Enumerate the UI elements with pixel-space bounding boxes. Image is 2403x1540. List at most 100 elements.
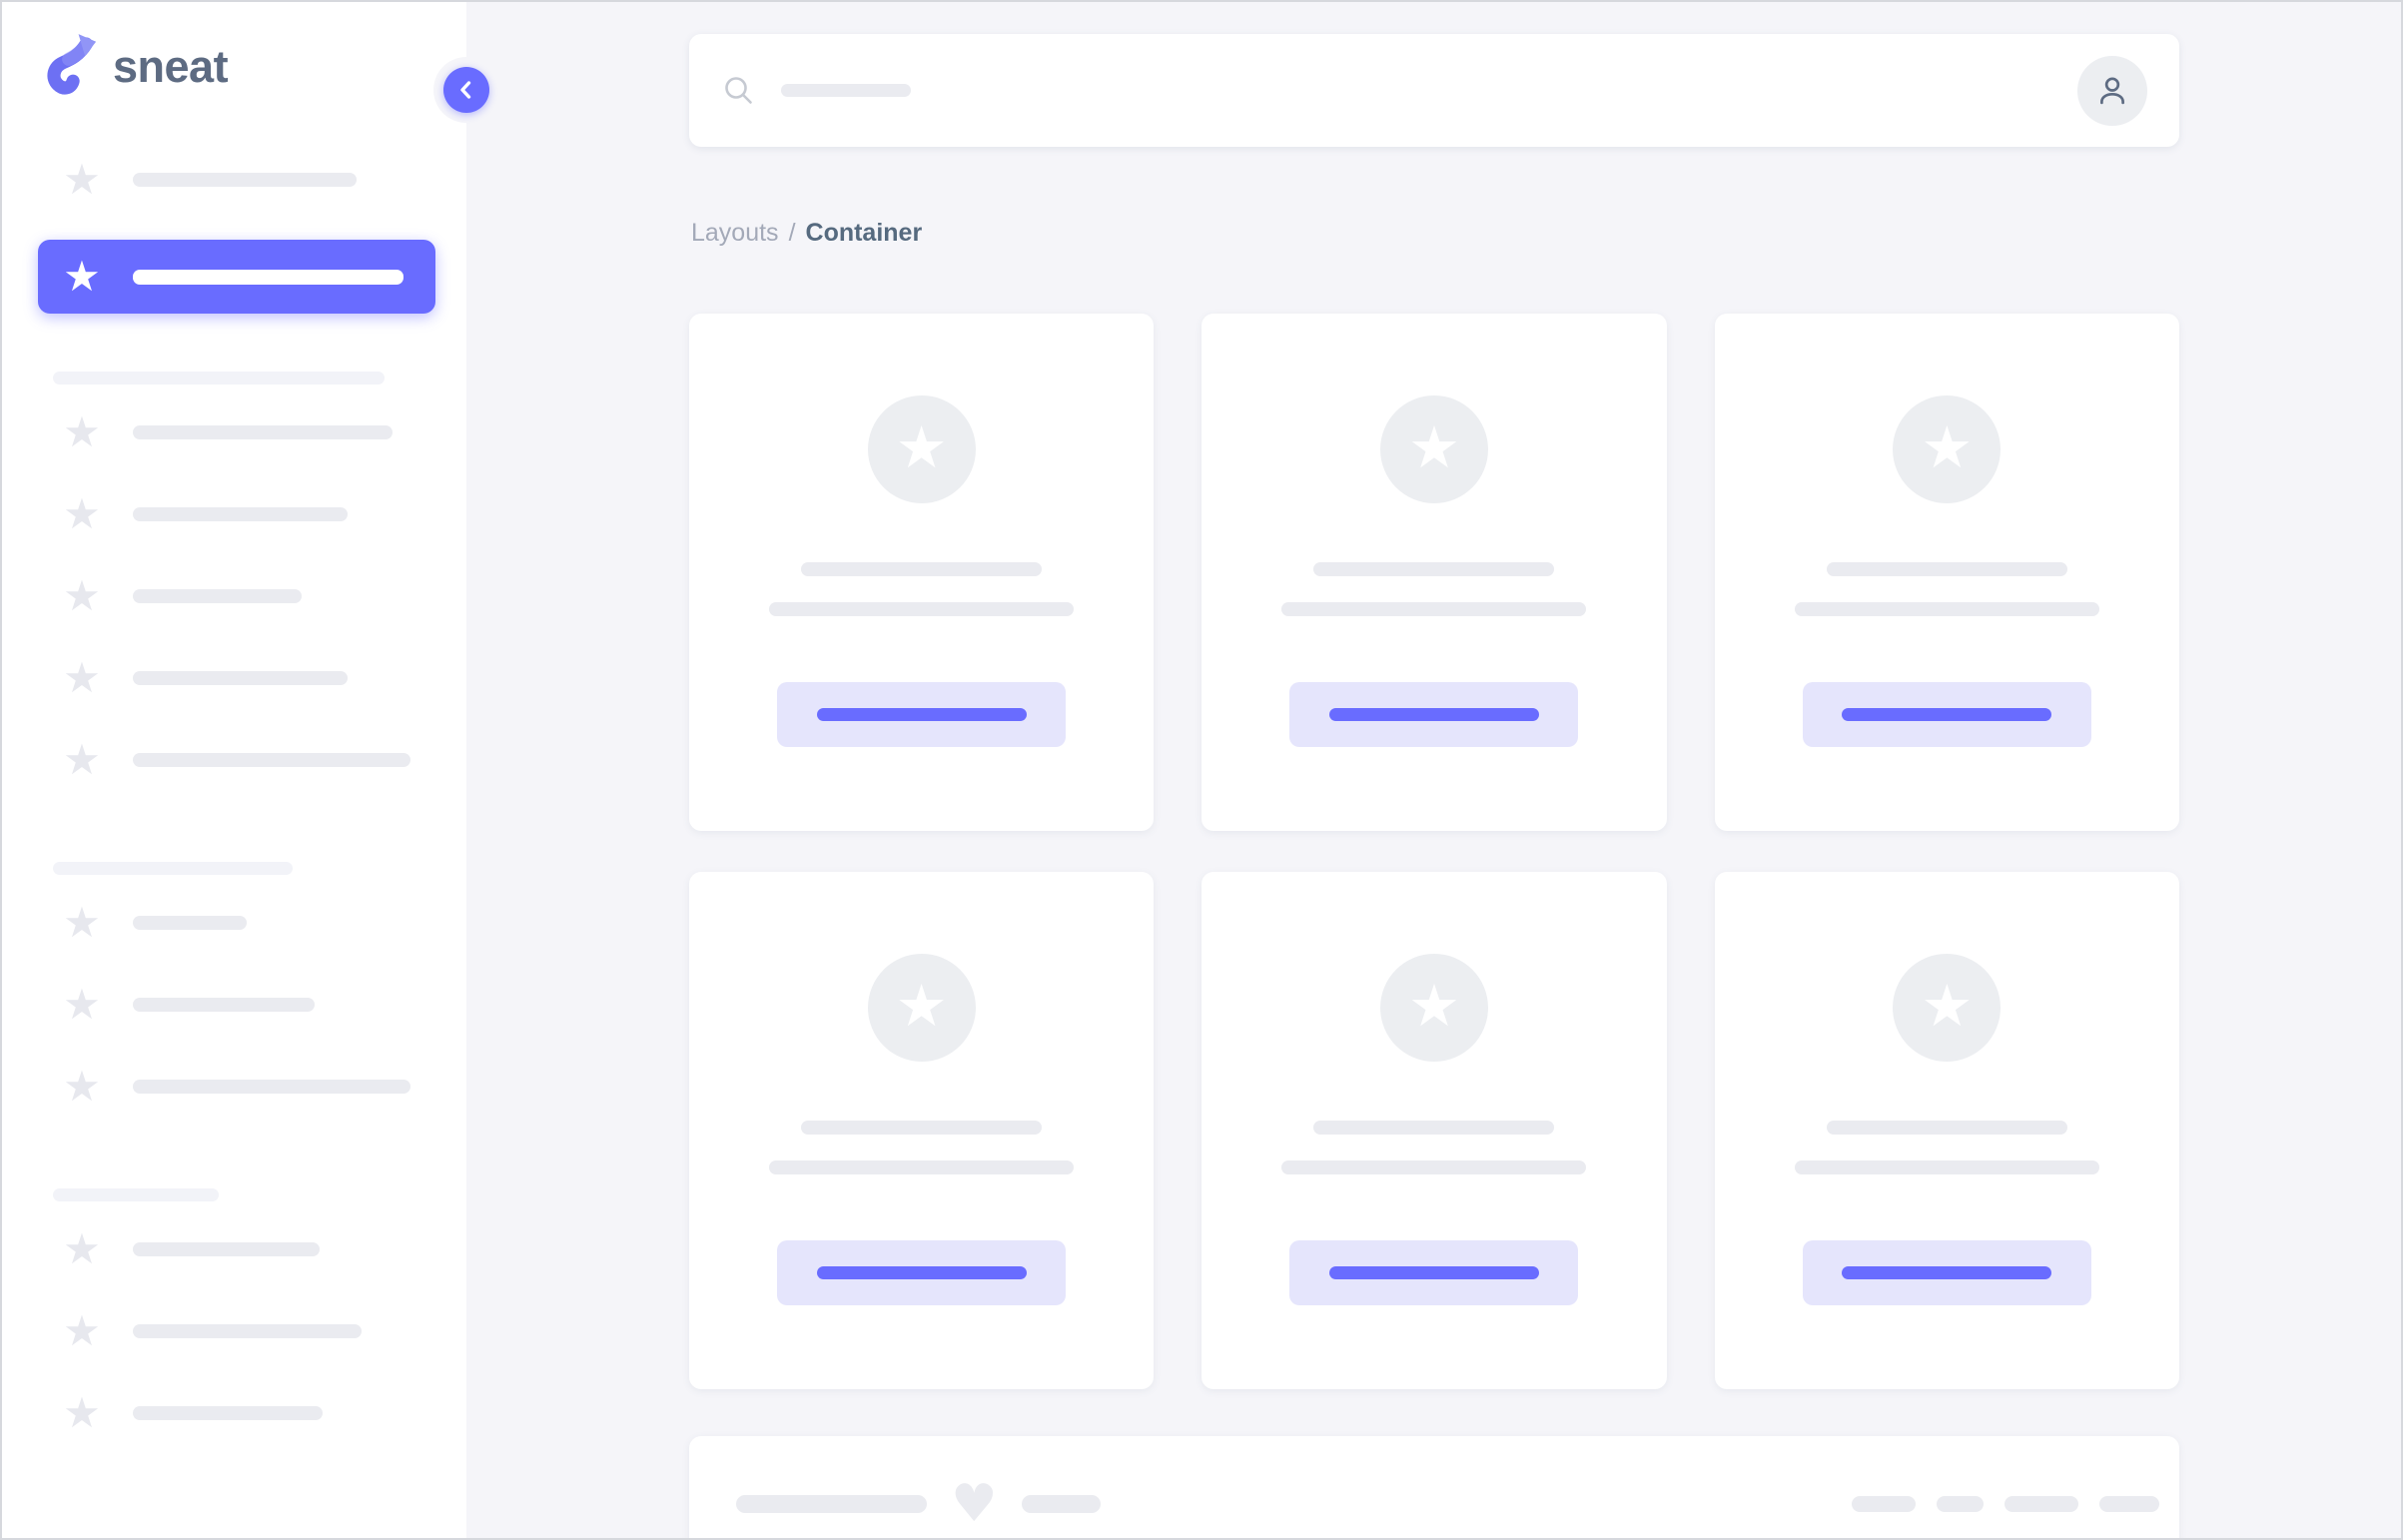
card-avatar-circle: ★ [1379,395,1488,503]
skeleton-bar [133,589,302,603]
skeleton-line [801,562,1043,576]
sidebar-item[interactable]: ★ [2,574,466,618]
search-icon [725,76,752,104]
sidebar-item-active[interactable]: ★ [38,240,435,314]
sidebar-item[interactable]: ★ [2,1391,466,1435]
sneat-logo-icon [47,34,97,95]
pagination-pill [1852,1496,1916,1512]
button-label-bar [1842,708,2052,721]
user-icon [2100,76,2124,104]
star-icon: ★ [63,155,101,204]
card-avatar-circle: ★ [867,395,976,503]
skeleton-line [1313,562,1555,576]
star-icon: ★ [63,407,101,456]
skeleton-bar [133,1406,323,1420]
skeleton-line [1826,562,2067,576]
chevron-left-icon [460,81,471,99]
search-placeholder-bar [781,84,911,97]
card-button[interactable] [1802,1240,2091,1305]
sidebar-item[interactable]: ★ [2,492,466,536]
skeleton-bar [133,1324,362,1338]
skeleton-bar [133,916,247,930]
card-avatar-circle: ★ [1893,395,2002,503]
sidebar-item[interactable]: ★ [2,983,466,1027]
card-button[interactable] [777,682,1067,747]
skeleton-bar [133,173,357,187]
brand-name: sneat [113,41,229,92]
skeleton-bar [133,269,403,285]
card-avatar-circle: ★ [1893,954,2002,1062]
sidebar-item[interactable]: ★ [2,410,466,454]
skeleton-line [769,1160,1075,1174]
sidebar-section-divider [53,862,293,875]
card-button[interactable] [1289,1240,1579,1305]
pagination-pill [2099,1496,2159,1512]
breadcrumb-current: Container [805,219,923,247]
star-icon: ★ [63,1062,101,1111]
card: ★ [1202,872,1667,1389]
skeleton-bar [133,507,348,521]
skeleton-line [801,1121,1043,1135]
card-button[interactable] [1802,682,2091,747]
star-icon: ★ [63,489,101,538]
search-input[interactable] [721,34,2077,147]
brand: sneat [2,2,499,132]
skeleton-bar [133,1080,410,1094]
star-icon: ★ [895,413,948,481]
button-label-bar [1842,1266,2052,1279]
skeleton-bar [133,671,348,685]
breadcrumb-section[interactable]: Layouts [691,219,779,247]
skeleton-line [1313,1121,1555,1135]
sidebar-item[interactable]: ★ [2,656,466,700]
sidebar: sneat ★ ★ ★ ★ ★ ★ ★ ★ ★ ★ ★ ★ ★ [2,2,499,1538]
star-icon: ★ [63,1306,101,1355]
heart-icon: ♥ [951,1474,998,1534]
skeleton-line [1826,1121,2067,1135]
navbar [689,34,2179,147]
skeleton-bar [133,425,393,439]
star-icon: ★ [63,735,101,784]
card-button[interactable] [777,1240,1067,1305]
sidebar-item[interactable]: ★ [2,738,466,782]
skeleton-line [1281,1160,1587,1174]
star-icon: ★ [63,1388,101,1437]
skeleton-line [769,602,1075,616]
star-icon: ★ [895,972,948,1040]
star-icon: ★ [63,571,101,620]
button-label-bar [816,1266,1027,1279]
star-icon: ★ [63,980,101,1029]
button-label-bar [1328,1266,1539,1279]
sidebar-section-divider [53,372,385,385]
card: ★ [689,314,1155,831]
cards-grid: ★ ★ ★ ★ ★ ★ [689,314,2179,1389]
sidebar-collapse-button[interactable] [433,57,499,123]
star-icon: ★ [63,1224,101,1273]
skeleton-bar [736,1495,927,1513]
skeleton-line [1794,1160,2099,1174]
card-avatar-circle: ★ [1379,954,1488,1062]
button-label-bar [816,708,1027,721]
card-avatar-circle: ★ [867,954,976,1062]
sidebar-item[interactable]: ★ [2,901,466,945]
pagination-pills [1831,1496,2159,1512]
breadcrumb-separator: / [788,219,796,247]
sidebar-menu: ★ ★ ★ ★ ★ ★ ★ ★ ★ ★ ★ ★ ★ [2,158,466,1435]
breadcrumb: Layouts / Container [691,219,2179,248]
sidebar-section-divider [53,1188,219,1201]
card: ★ [1714,872,2179,1389]
skeleton-line [1794,602,2099,616]
sidebar-item[interactable]: ★ [2,1065,466,1109]
button-label-bar [1328,708,1539,721]
sidebar-item[interactable]: ★ [2,1309,466,1353]
star-icon: ★ [63,653,101,702]
star-icon: ★ [1407,972,1460,1040]
card-button[interactable] [1289,682,1579,747]
bottom-card-row: ♥ [736,1478,2159,1530]
pagination-pill [1937,1496,1984,1512]
star-icon: ★ [1921,413,1974,481]
user-menu-button[interactable] [2077,55,2147,126]
skeleton-line [1281,602,1587,616]
sidebar-item[interactable]: ★ [2,1227,466,1271]
sidebar-item[interactable]: ★ [2,158,466,202]
